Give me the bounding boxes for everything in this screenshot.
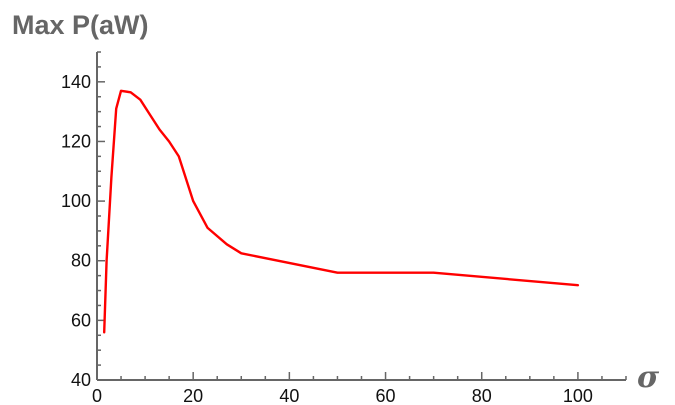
y-tick-label: 140 xyxy=(61,72,91,92)
tick-marks xyxy=(96,51,627,381)
tick-labels: 0 20 40 60 80 100 40 60 80 100 120 140 xyxy=(61,72,593,405)
x-tick-label: 80 xyxy=(472,386,492,405)
x-tick-label: 60 xyxy=(376,386,396,405)
x-tick-label: 20 xyxy=(183,386,203,405)
axes xyxy=(96,52,626,381)
series-line xyxy=(102,89,580,334)
x-tick-label: 100 xyxy=(563,386,593,405)
y-tick-label: 120 xyxy=(61,131,91,151)
series-group xyxy=(102,89,580,334)
y-tick-label: 40 xyxy=(71,370,91,390)
x-tick-label: 0 xyxy=(92,386,102,405)
x-tick-label: 40 xyxy=(279,386,299,405)
x-axis-title: σ xyxy=(637,360,660,395)
y-axis-title: Max P(aW) xyxy=(12,10,149,40)
y-tick-label: 60 xyxy=(71,310,91,330)
y-tick-label: 80 xyxy=(71,251,91,271)
y-tick-label: 100 xyxy=(61,191,91,211)
